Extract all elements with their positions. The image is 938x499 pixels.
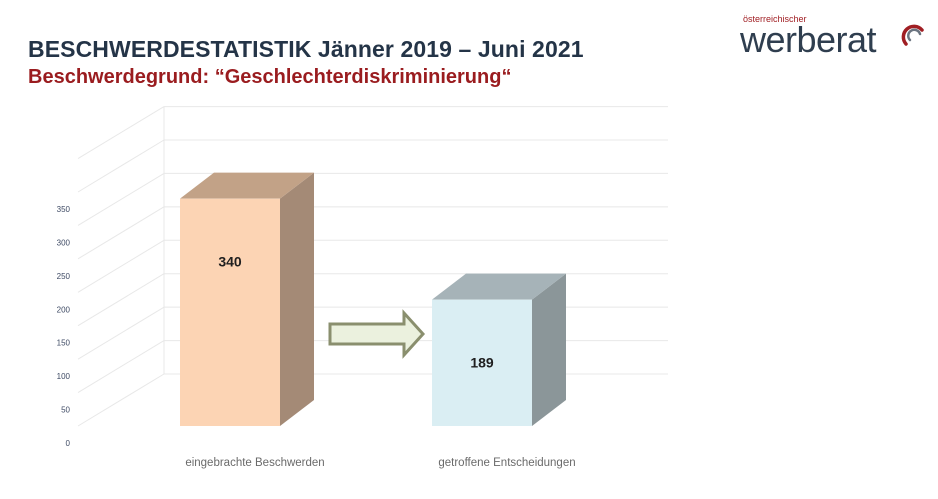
- arrow-right-icon: [328, 309, 426, 359]
- gridline-diagonal: [77, 106, 165, 159]
- data-label: 340: [218, 254, 242, 270]
- bar-top: [180, 172, 314, 199]
- gridline-diagonal: [77, 306, 165, 360]
- data-label: 189: [470, 355, 494, 371]
- y-tick-label: 350: [57, 205, 71, 214]
- chart-grid: [77, 106, 668, 427]
- y-tick-label: 200: [57, 305, 71, 314]
- chart-annotation: [328, 309, 426, 359]
- bar-front: [180, 198, 280, 426]
- y-tick-label: 300: [57, 238, 71, 247]
- chart-labels: 340 eingebrachte Beschwerden 189 getroffene…: [185, 254, 575, 469]
- logo-small-text: österreichischer: [743, 14, 807, 24]
- gridline-diagonal: [77, 139, 165, 193]
- y-axis-ticks: 0 50 100 150 200 250 300 350: [57, 205, 71, 448]
- y-tick-label: 100: [57, 372, 71, 381]
- swirl-logo-icon: [901, 24, 924, 46]
- werberat-logo: österreichischer werberat: [740, 14, 930, 62]
- page-title: BESCHWERDESTATISTIK Jänner 2019 – Juni 2…: [28, 36, 584, 62]
- logo-big-text: werberat: [740, 19, 877, 60]
- bar: [180, 172, 314, 426]
- category-label: getroffene Entscheidungen: [438, 457, 575, 469]
- page-subtitle: Beschwerdegrund: “Geschlechterdiskrimini…: [28, 66, 512, 88]
- bar-side: [280, 172, 314, 426]
- gridline-diagonal: [77, 173, 165, 226]
- gridline-diagonal: [77, 273, 165, 327]
- bar-top: [432, 273, 566, 300]
- bar-side: [532, 273, 566, 426]
- category-label: eingebrachte Beschwerden: [185, 457, 324, 469]
- bar: [432, 273, 566, 426]
- gridline-diagonal: [77, 373, 165, 427]
- gridline-diagonal: [77, 206, 165, 260]
- bar-front: [432, 299, 532, 426]
- chart-bars: [180, 172, 566, 426]
- gridline-diagonal: [77, 239, 165, 293]
- y-tick-label: 0: [66, 439, 71, 448]
- y-tick-label: 150: [57, 339, 71, 348]
- gridline-diagonal: [77, 340, 165, 393]
- y-tick-label: 250: [57, 272, 71, 281]
- y-tick-label: 50: [61, 406, 70, 415]
